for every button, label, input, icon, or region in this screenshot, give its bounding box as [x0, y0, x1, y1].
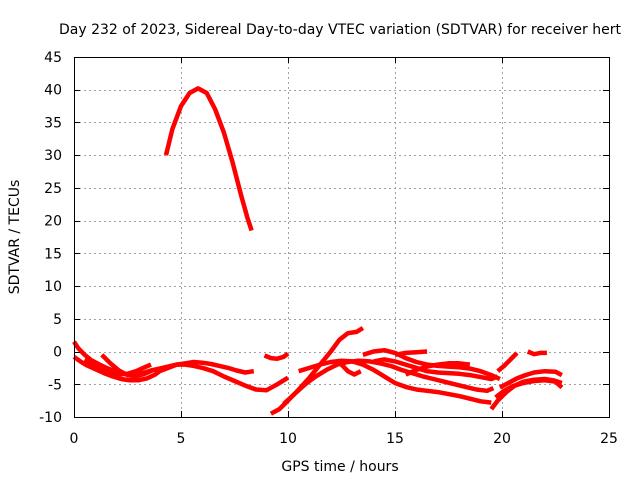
series-line-track-m	[394, 349, 428, 358]
y-tick-label: 45	[44, 50, 62, 66]
x-axis-ticks: 0 5 10 15 20 25	[70, 57, 618, 447]
x-tick-label: 20	[493, 431, 511, 447]
series-line-track-p	[494, 378, 564, 400]
x-tick-label: 25	[600, 431, 618, 447]
y-tick-label: 10	[44, 279, 62, 295]
y-tick-label: -5	[48, 377, 62, 393]
y-tick-label: 35	[44, 115, 62, 131]
y-tick-label: -10	[39, 410, 62, 426]
series-line-track-s	[526, 349, 547, 357]
series-line-track-i	[298, 358, 492, 405]
series-layer	[72, 86, 564, 416]
y-tick-label: 0	[53, 345, 62, 361]
y-axis-ticks: -10 -5 0 5 10 15 20 25 30 35 40 45	[39, 50, 609, 426]
series-line-track-e	[100, 353, 155, 379]
chart-title: Day 232 of 2023, Sidereal Day-to-day VTE…	[59, 22, 621, 38]
x-tick-label: 5	[177, 431, 186, 447]
y-axis-label: SDTVAR / TECUs	[7, 180, 23, 295]
series-line-track-f	[263, 351, 290, 361]
x-tick-label: 10	[279, 431, 297, 447]
series-line-track-r	[496, 351, 519, 373]
series-line-track-q	[498, 368, 563, 390]
y-tick-label: 25	[44, 181, 62, 197]
y-tick-label: 30	[44, 148, 62, 164]
series-line-track-c	[72, 354, 255, 383]
plot-frame	[74, 57, 610, 418]
y-tick-label: 15	[44, 246, 62, 262]
series-line-track-a	[163, 86, 254, 232]
series-line-track-h	[282, 358, 495, 406]
x-tick-label: 15	[386, 431, 404, 447]
x-tick-label: 0	[70, 431, 79, 447]
series-line-track-l	[373, 357, 499, 382]
x-axis-label: GPS time / hours	[281, 459, 398, 475]
series-line-track-d	[83, 357, 152, 377]
y-tick-label: 5	[53, 312, 62, 328]
series-line-track-n	[404, 361, 471, 377]
y-tick-label: 40	[44, 83, 62, 99]
y-tick-label: 20	[44, 214, 62, 230]
series-line-track-j	[339, 363, 362, 377]
